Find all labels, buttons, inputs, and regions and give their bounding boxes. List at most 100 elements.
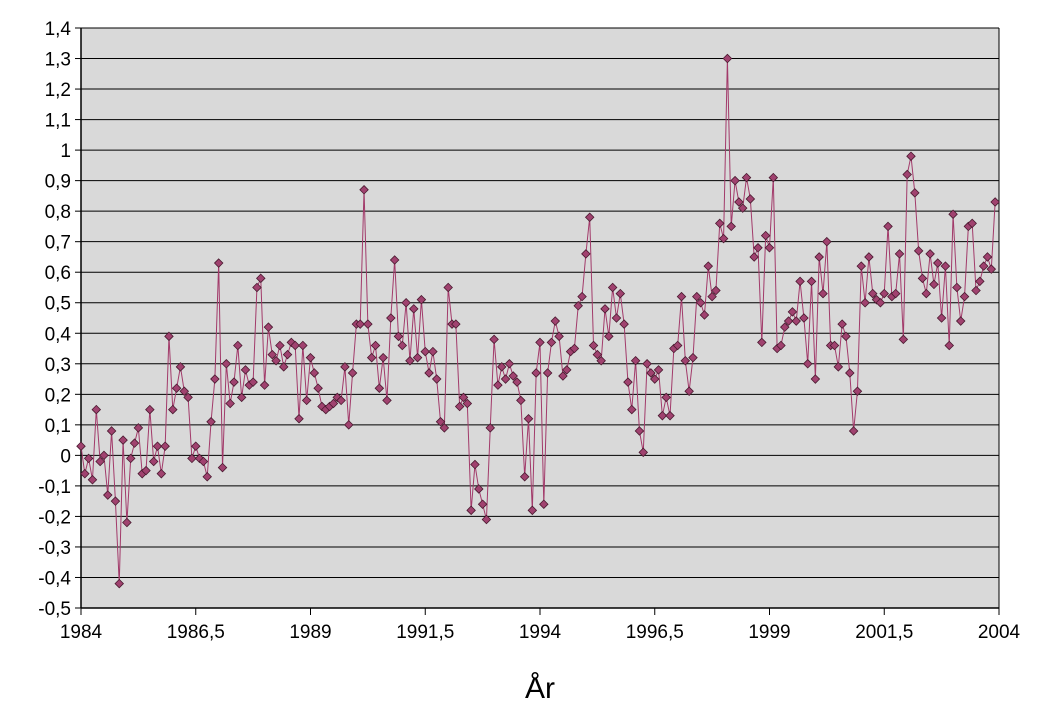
data-point (466, 505, 476, 516)
data-point (355, 319, 365, 329)
data-point (921, 288, 932, 299)
data-point (213, 258, 224, 268)
data-point (305, 352, 316, 363)
data-point (845, 368, 855, 378)
data-point (408, 304, 419, 314)
data-point (898, 334, 909, 345)
y-tick-label: 0 (60, 446, 71, 467)
data-point (833, 362, 844, 372)
y-tick-label: -0,4 (38, 568, 71, 589)
data-point (672, 340, 683, 351)
y-tick-label: -0,2 (38, 507, 71, 528)
y-tick-label: 0,2 (45, 385, 71, 406)
data-point (133, 423, 144, 433)
data-point (435, 417, 446, 427)
data-point (493, 380, 503, 390)
y-tick-label: 0,7 (45, 233, 71, 254)
data-point (730, 175, 740, 186)
x-tick-label: 1984 (60, 622, 103, 643)
data-point (573, 301, 583, 311)
x-axis-title: År (525, 672, 555, 705)
data-point (164, 331, 174, 342)
data-point (638, 447, 649, 458)
data-point (680, 355, 691, 366)
data-point (527, 505, 538, 516)
data-point (248, 377, 258, 387)
data-point (879, 288, 889, 299)
x-tick-label: 1996,5 (626, 622, 684, 643)
data-point (783, 316, 794, 326)
data-point (145, 404, 155, 415)
y-tick-label: 0,3 (45, 355, 71, 376)
data-point (401, 297, 411, 308)
x-tick-label: 2001,5 (855, 622, 913, 643)
data-point (343, 420, 354, 430)
data-point (592, 349, 603, 360)
data-point (829, 340, 840, 351)
data-point (389, 255, 400, 265)
data-point (695, 297, 706, 308)
data-point (596, 355, 606, 366)
data-point (791, 316, 802, 326)
data-point (581, 249, 591, 259)
data-point (267, 349, 278, 360)
data-point (975, 276, 985, 287)
data-point (152, 441, 163, 451)
data-point (523, 413, 534, 424)
y-axis-ticks: 1,4 1,3 1,2 1,1 1 0,9 0,8 0,7 0,6 0,5 0,4 0,3 0,2 0,1… (38, 19, 81, 620)
data-point (125, 453, 136, 464)
data-point (588, 340, 599, 351)
data-points (76, 53, 1000, 589)
data-point (990, 197, 1000, 207)
data-point (982, 252, 993, 262)
data-point (780, 322, 790, 332)
data-point (986, 264, 997, 274)
data-point (225, 398, 235, 409)
data-point (936, 313, 947, 323)
data-point (856, 261, 867, 271)
data-point (726, 221, 736, 232)
data-point (627, 404, 637, 415)
data-point (584, 212, 595, 223)
data-point (278, 362, 289, 372)
data-point (298, 340, 308, 351)
y-tick-label: 0,6 (45, 263, 71, 284)
data-point (841, 331, 851, 342)
x-tick-label: 1999 (748, 622, 790, 643)
data-point (871, 294, 882, 305)
y-tick-label: 0,8 (45, 202, 71, 223)
data-point (474, 484, 484, 494)
data-point (535, 337, 545, 348)
data-point (623, 377, 633, 387)
data-point (925, 249, 935, 259)
data-point (263, 322, 274, 332)
data-point (397, 340, 408, 351)
data-point (814, 252, 824, 262)
data-point (103, 490, 113, 500)
data-point (768, 172, 779, 183)
data-point (416, 294, 427, 305)
data-point (328, 398, 339, 409)
data-point (374, 383, 385, 393)
data-point (80, 468, 90, 479)
data-point (902, 169, 912, 180)
x-tick-label: 1986,5 (167, 622, 225, 643)
data-point (646, 368, 656, 378)
data-point (959, 291, 970, 302)
x-tick-label: 1989 (289, 622, 331, 643)
data-point (386, 313, 396, 323)
data-point (837, 319, 847, 329)
data-point (714, 218, 725, 229)
data-point (187, 453, 197, 464)
data-point (301, 395, 312, 406)
data-point (561, 365, 572, 375)
data-point (271, 355, 281, 366)
data-point (229, 377, 239, 387)
data-point (848, 426, 859, 436)
data-point (822, 236, 832, 247)
data-point (294, 413, 304, 424)
data-point (516, 395, 526, 406)
data-point (913, 246, 924, 256)
data-point (722, 53, 733, 64)
data-point (470, 459, 480, 470)
